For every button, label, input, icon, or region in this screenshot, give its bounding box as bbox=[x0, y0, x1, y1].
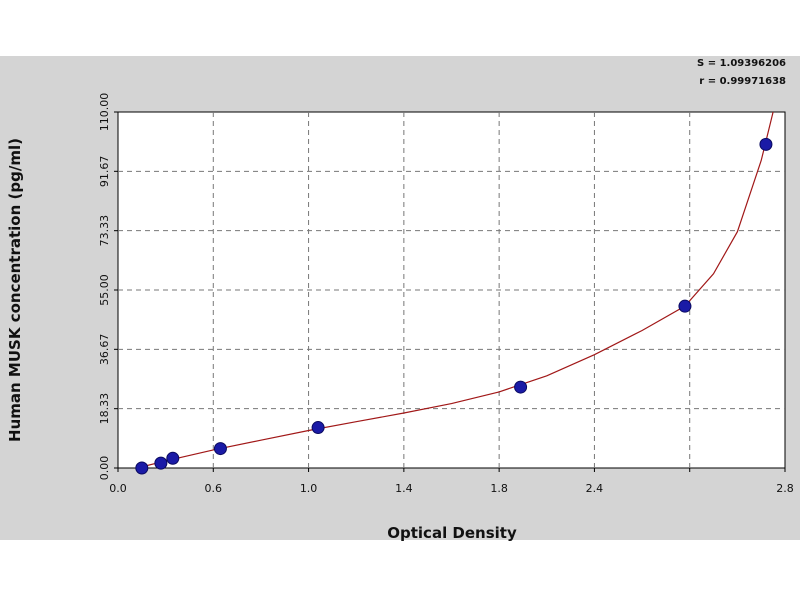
y-axis-label: Human MUSK concentration (pg/ml) bbox=[6, 138, 24, 442]
y-tick-label: 73.33 bbox=[98, 215, 111, 247]
data-point bbox=[154, 456, 168, 470]
data-point bbox=[759, 137, 773, 151]
fit-curve bbox=[136, 111, 774, 469]
y-tick-label: 110.00 bbox=[98, 93, 111, 132]
x-tick-label: 2.4 bbox=[586, 482, 604, 495]
top-margin bbox=[0, 0, 800, 56]
y-axis-ticks: 0.00 18.33 36.67 55.00 73.33 91.67 110.00 bbox=[98, 93, 118, 481]
x-tick-label: 2.8 bbox=[776, 482, 794, 495]
y-tick-label: 91.67 bbox=[98, 156, 111, 188]
y-tick-label: 36.67 bbox=[98, 334, 111, 366]
grid-lines bbox=[118, 112, 785, 468]
data-point bbox=[514, 380, 528, 394]
data-point bbox=[166, 451, 180, 465]
x-tick-label: 1.0 bbox=[300, 482, 318, 495]
x-axis-label: Optical Density bbox=[387, 524, 517, 542]
x-tick-label: 1.8 bbox=[490, 482, 508, 495]
data-point bbox=[135, 461, 149, 475]
data-points bbox=[135, 137, 773, 475]
x-tick-label: 0.0 bbox=[109, 482, 127, 495]
y-tick-label: 0.00 bbox=[98, 456, 111, 481]
x-tick-label: 0.6 bbox=[205, 482, 223, 495]
data-point bbox=[213, 442, 227, 456]
fit-s-value: S = 1.09396206 bbox=[697, 58, 786, 69]
data-point bbox=[311, 421, 325, 435]
bottom-margin bbox=[0, 540, 800, 600]
data-point bbox=[678, 299, 692, 313]
x-tick-label: 1.4 bbox=[395, 482, 413, 495]
y-tick-label: 18.33 bbox=[98, 393, 111, 425]
x-axis-ticks: 0.0 0.6 1.0 1.4 1.8 2.4 2.8 bbox=[109, 468, 794, 495]
fit-r-value: r = 0.99971638 bbox=[699, 76, 786, 87]
y-tick-label: 55.00 bbox=[98, 274, 111, 306]
